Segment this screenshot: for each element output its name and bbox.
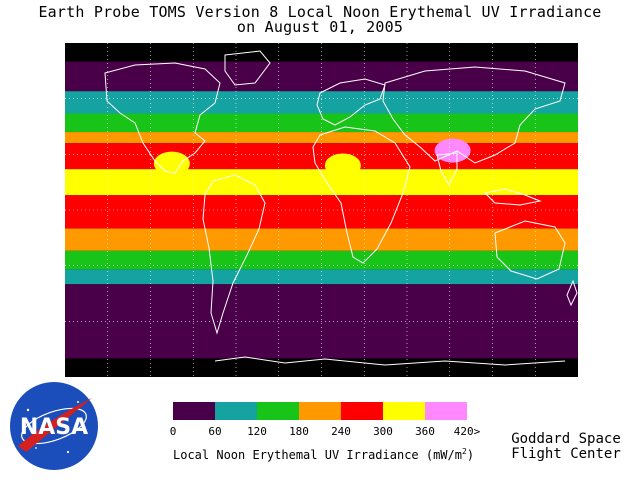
antarctica-coastline <box>214 356 566 366</box>
scale-tick-label: 180 <box>289 425 309 438</box>
new-zealand-coastline <box>566 279 578 307</box>
scale-swatch-3 <box>299 402 341 420</box>
caption-suffix: ) <box>466 448 475 462</box>
scale-tick-label: 360 <box>415 425 435 438</box>
title-line-1: Earth Probe TOMS Version 8 Local Noon Er… <box>38 3 602 21</box>
scale-swatch-5 <box>383 402 425 420</box>
south-america-coastline <box>202 174 266 335</box>
scale-swatch-4 <box>341 402 383 420</box>
europe-coastline <box>316 78 386 126</box>
color-scale-bar <box>173 402 469 420</box>
uv-band-10 <box>65 269 578 285</box>
nasa-logo-text: NASA <box>20 415 88 440</box>
scale-swatch-2 <box>257 402 299 420</box>
indonesia-coastline <box>483 188 542 206</box>
north-america-coastline <box>104 62 221 174</box>
africa-coastline <box>312 126 411 264</box>
greenland-coastline <box>224 50 271 86</box>
india-coastline <box>436 152 458 187</box>
scale-tick-label: 300 <box>373 425 393 438</box>
nasa-meatball-icon: NASA <box>10 382 98 470</box>
scale-tick-label: 0 <box>169 425 177 438</box>
uv-band-4 <box>65 132 578 144</box>
scale-swatch-0 <box>173 402 215 420</box>
scale-tick-label: 60 <box>208 425 222 438</box>
scale-swatch-6 <box>425 402 467 420</box>
scale-tick-label: 120 <box>247 425 267 438</box>
scale-tick-label: 420> <box>453 425 481 438</box>
uv-band-0 <box>65 43 578 62</box>
credit-text: Goddard Space Flight Center <box>496 432 636 462</box>
title-line-2: on August 01, 2005 <box>236 18 404 36</box>
scale-tick-label: 240 <box>331 425 351 438</box>
credit-line-1: Goddard Space <box>511 431 621 447</box>
caption-exponent: 2 <box>461 447 467 456</box>
uv-band-2 <box>65 91 578 114</box>
uv-band-9 <box>65 250 578 270</box>
uv-irradiance-map <box>65 43 578 377</box>
scale-swatch-1 <box>215 402 257 420</box>
credit-line-2: Flight Center <box>511 446 621 462</box>
graticule <box>65 43 578 377</box>
mexico-high-uv <box>153 151 190 176</box>
caption-text: Local Noon Erythemal UV Irradiance (mW/m <box>173 448 462 462</box>
map-canvas <box>65 43 578 377</box>
nasa-logo: NASA <box>8 380 100 472</box>
uv-band-1 <box>65 61 578 92</box>
sahara-high-uv <box>324 153 361 178</box>
asia-coastline <box>382 66 566 164</box>
color-scale-caption: Local Noon Erythemal UV Irradiance (mW/m… <box>173 446 474 462</box>
